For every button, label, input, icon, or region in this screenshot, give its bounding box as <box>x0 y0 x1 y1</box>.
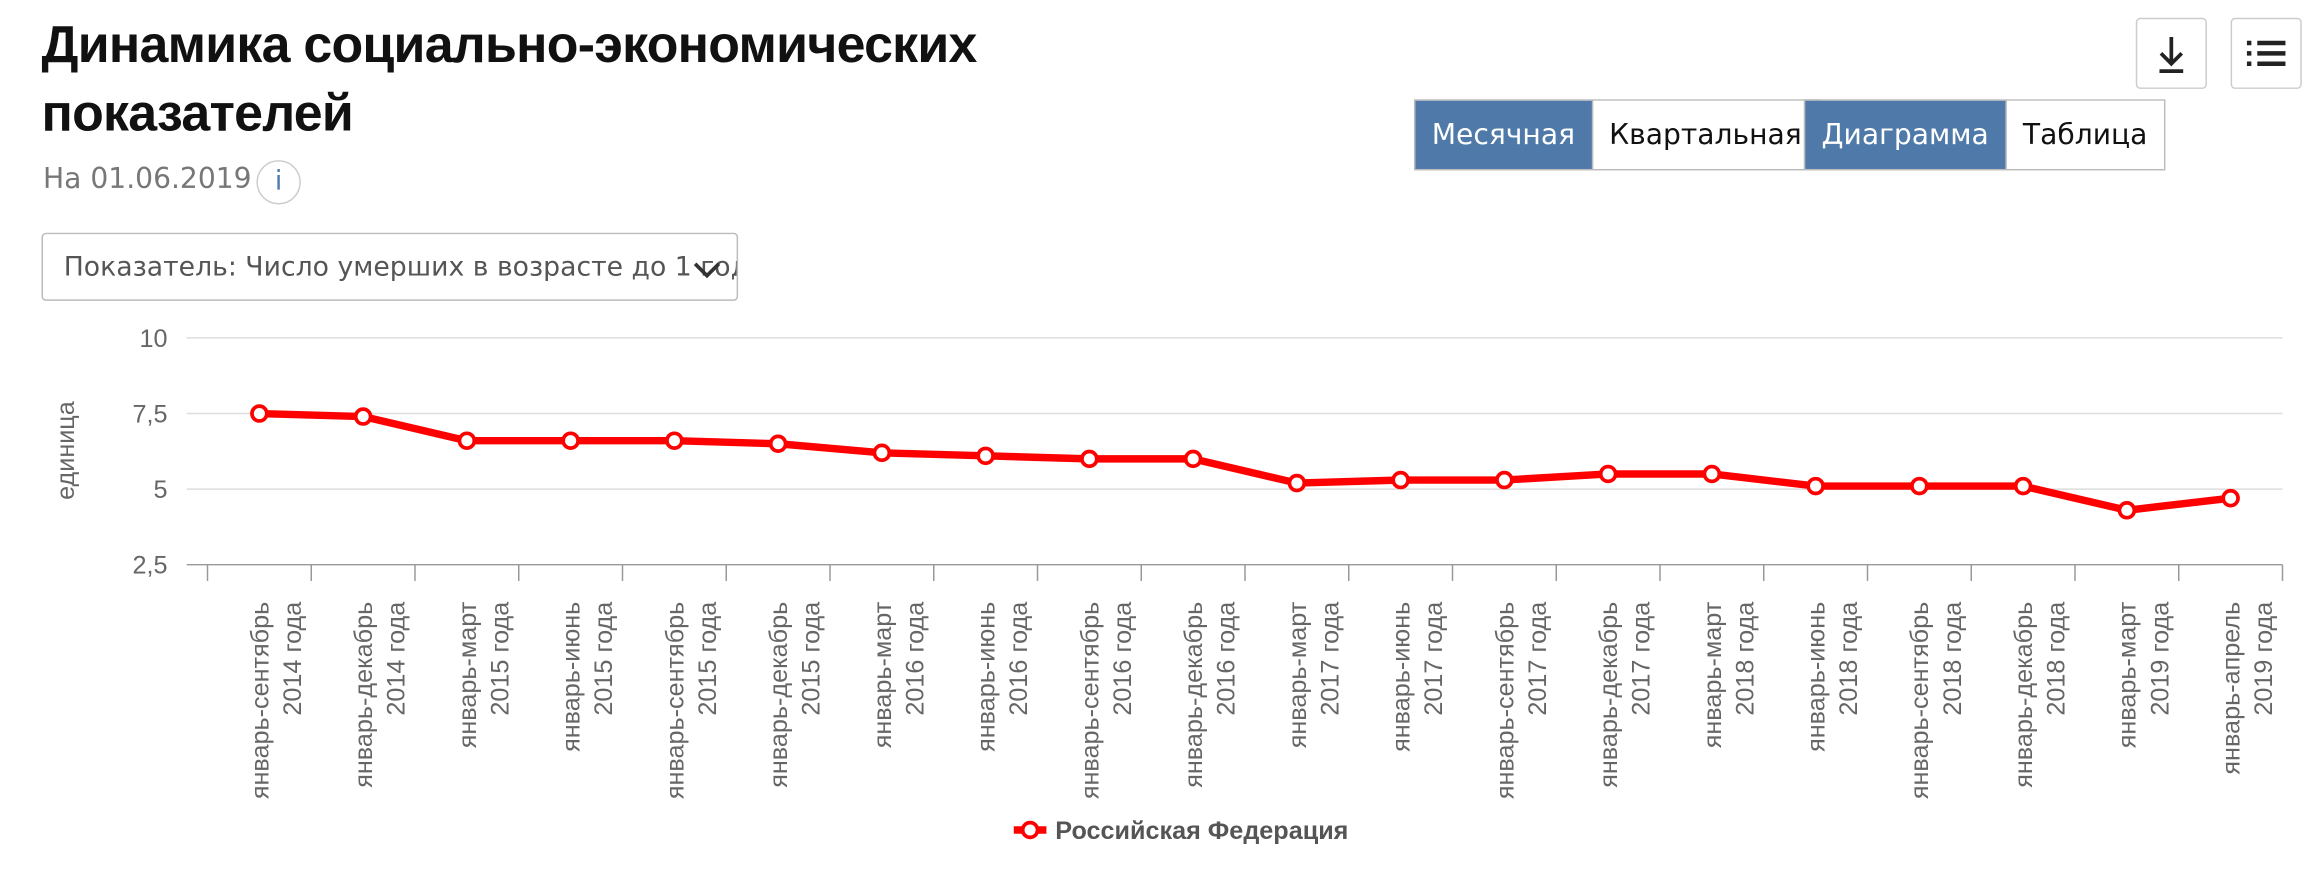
point <box>768 434 788 454</box>
y-tick-label: 2,5 <box>132 552 167 580</box>
point <box>561 431 580 450</box>
legend-marker <box>1020 820 1040 840</box>
title: Динамика социально-экономических показат… <box>41 16 977 143</box>
x-tick-label: 2015 года <box>798 601 826 716</box>
x-tick-label: 2015 года <box>486 601 514 716</box>
point <box>2221 488 2240 508</box>
period-button[interactable]: Месячная <box>1415 100 1593 169</box>
x-tick-label: 2016 года <box>1213 601 1241 716</box>
view-button[interactable]: Таблица <box>2006 100 2164 169</box>
point <box>1287 473 1307 493</box>
x-tick-label: январь-декабрь <box>350 602 378 788</box>
x-tick-label: 2014 года <box>279 601 307 716</box>
x-tick-label: 2017 года <box>1316 601 1344 716</box>
x-tick-label: 2019 года <box>2146 601 2174 716</box>
x-tick-label: январь-декабрь <box>1595 602 1623 788</box>
view-toggle: Диаграмма Таблица <box>1803 99 2166 171</box>
menu-button[interactable] <box>2230 17 2302 89</box>
date: На 01.06.2019 <box>42 163 252 196</box>
period-button[interactable]: Квартальная <box>1592 100 1819 169</box>
x-tick-label: январь-декабрь <box>2010 602 2038 788</box>
indicator-select[interactable]: Показатель: Число умерших в возрасте до … <box>41 232 739 301</box>
point <box>1910 476 1929 496</box>
point <box>665 431 684 450</box>
y-tick-label: 10 <box>139 325 167 353</box>
x-tick-label: 2018 года <box>1731 601 1759 716</box>
x-tick-label: январь-сентябрь <box>1906 602 1934 799</box>
x-tick-label: 2016 года <box>1109 601 1137 716</box>
x-tick-label: январь-сентябрь <box>1491 602 1519 799</box>
info-button[interactable]: i <box>256 160 301 205</box>
x-tick-label: январь-сентябрь <box>661 602 689 799</box>
x-tick-label: 2017 года <box>1420 601 1448 716</box>
y-axis-label: единица <box>52 400 80 500</box>
x-tick-label: январь-сентябрь <box>1076 602 1104 799</box>
select-label: Показатель: Число умерших в возрасте до … <box>63 251 739 284</box>
period-toggle: Месячная Квартальная <box>1413 99 1820 171</box>
chevron <box>693 262 721 279</box>
point <box>353 407 373 426</box>
point <box>1702 464 1722 484</box>
x-tick-label: 2017 года <box>1524 601 1552 716</box>
x-tick-label: 2014 года <box>383 601 411 716</box>
point <box>1806 476 1825 496</box>
x-tick-label: 2017 года <box>1628 601 1656 716</box>
point <box>457 431 477 450</box>
y-tick-label: 5 <box>153 476 167 504</box>
x-tick-label: январь-март <box>1699 601 1727 748</box>
x-tick-label: 2015 года <box>694 601 722 716</box>
x-tick-label: 2019 года <box>2250 601 2278 716</box>
point <box>1080 449 1099 469</box>
x-tick-label: 2016 года <box>1005 601 1033 716</box>
x-tick-label: январь-март <box>1284 601 1312 748</box>
point <box>976 446 995 466</box>
y-tick-label: 7,5 <box>132 400 167 428</box>
line <box>259 409 2232 514</box>
x-tick-label: январь-июнь <box>558 602 586 752</box>
point <box>1495 470 1514 490</box>
point <box>1391 470 1410 490</box>
point <box>2013 476 2033 496</box>
point <box>2117 501 2137 520</box>
view-button[interactable]: Диаграмма <box>1805 100 2007 169</box>
point <box>250 404 269 423</box>
point <box>1598 464 1618 484</box>
x-tick-label: январь-апрель <box>2218 602 2246 775</box>
x-tick-label: январь-июнь <box>973 602 1001 752</box>
x-tick-label: 2016 года <box>901 601 929 716</box>
x-tick-label: 2015 года <box>590 601 618 716</box>
x-tick-label: 2018 года <box>1939 601 1967 716</box>
legend-label: Российская Федерация <box>1055 817 1348 845</box>
download-icon <box>2159 37 2184 73</box>
x-tick-label: 2018 года <box>2043 601 2071 716</box>
x-tick-label: январь-сентябрь <box>246 602 274 799</box>
x-tick-label: январь-март <box>869 601 897 748</box>
download-button[interactable] <box>2135 17 2207 89</box>
x-tick-label: январь-июнь <box>1388 602 1416 752</box>
point <box>1183 449 1203 469</box>
x-tick-label: январь-март <box>2114 601 2142 748</box>
x-tick-label: январь-март <box>454 601 482 748</box>
x-tick-label: 2018 года <box>1835 601 1863 716</box>
x-tick-label: январь-июнь <box>1803 602 1831 752</box>
point <box>872 443 892 463</box>
menu-icon <box>2246 40 2286 66</box>
x-tick-label: январь-декабрь <box>1180 602 1208 788</box>
x-tick-label: январь-декабрь <box>765 602 793 788</box>
